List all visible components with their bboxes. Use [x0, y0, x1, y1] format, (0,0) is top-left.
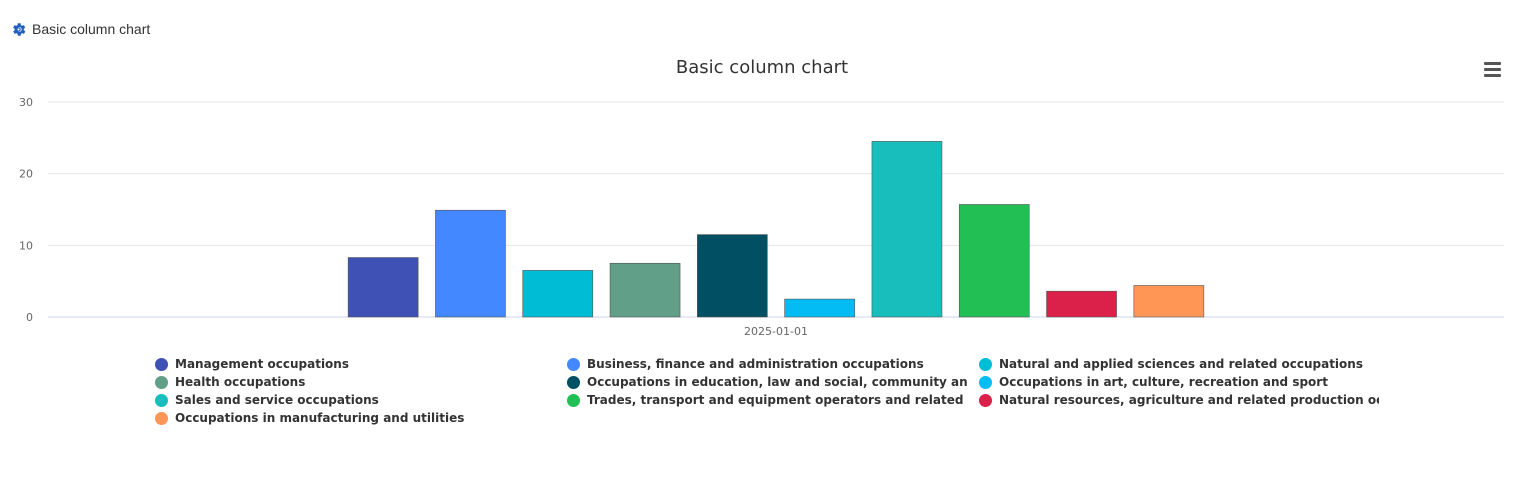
hamburger-menu-icon[interactable] — [1483, 62, 1503, 80]
legend-item[interactable]: Sales and service occupations — [155, 391, 567, 409]
bar-9[interactable] — [1046, 290, 1117, 318]
y-tick-label: 0 — [26, 311, 33, 324]
legend-label: Management occupations — [175, 357, 349, 371]
x-tick-label: 2025-01-01 — [744, 325, 808, 338]
legend-marker — [155, 411, 168, 425]
bar-7[interactable] — [871, 141, 943, 318]
bar-5[interactable] — [697, 234, 768, 318]
legend-label: Trades, transport and equipment operator… — [587, 393, 967, 407]
legend-marker — [155, 357, 168, 371]
legend-marker — [979, 393, 992, 407]
legend-marker — [155, 375, 168, 389]
legend-label: Occupations in education, law and social… — [587, 375, 967, 389]
legend-item[interactable]: Occupations in education, law and social… — [567, 373, 979, 391]
legend-label: Occupations in art, culture, recreation … — [999, 375, 1328, 389]
bar-3[interactable] — [522, 270, 594, 318]
legend-marker — [155, 393, 168, 407]
bar-4[interactable] — [609, 262, 681, 318]
y-tick-label: 10 — [19, 239, 33, 252]
legend-item[interactable]: Trades, transport and equipment operator… — [567, 391, 979, 409]
chart-title: Basic column chart — [676, 57, 848, 78]
legend-item[interactable]: Natural and applied sciences and related… — [979, 355, 1395, 373]
legend-item[interactable]: Occupations in art, culture, recreation … — [979, 373, 1395, 391]
bar-2[interactable] — [435, 209, 506, 318]
legend-item[interactable]: Occupations in manufacturing and utiliti… — [155, 409, 567, 427]
legend-label: Business, finance and administration occ… — [587, 357, 924, 371]
legend-label: Natural and applied sciences and related… — [999, 357, 1363, 371]
legend-label: Sales and service occupations — [175, 393, 379, 407]
legend-marker — [979, 375, 992, 389]
y-tick-label: 20 — [19, 168, 33, 181]
legend-label: Natural resources, agriculture and relat… — [999, 393, 1379, 407]
legend-label: Health occupations — [175, 375, 306, 389]
legend-marker — [567, 357, 580, 371]
y-tick-label: 30 — [19, 96, 33, 109]
card-header-title: Basic column chart — [32, 21, 151, 37]
bar-8[interactable] — [958, 204, 1030, 318]
legend-marker — [567, 375, 580, 389]
bar-6[interactable] — [784, 298, 855, 318]
legend-label: Occupations in manufacturing and utiliti… — [175, 411, 465, 425]
legend-item[interactable]: Natural resources, agriculture and relat… — [979, 391, 1395, 409]
legend-item[interactable]: Health occupations — [155, 373, 567, 391]
legend-marker — [979, 357, 992, 371]
legend-item[interactable]: Business, finance and administration occ… — [567, 355, 979, 373]
chart-legend: Management occupations Business, finance … — [155, 355, 1395, 427]
gear-icon[interactable] — [10, 21, 27, 38]
legend-marker — [567, 393, 580, 407]
bar-10[interactable] — [1133, 285, 1205, 318]
bar-1[interactable] — [347, 257, 419, 318]
column-chart: Basic column chart 0 10 20 30 2025-01-01 — [19, 57, 1504, 338]
card-header: Basic column chart — [10, 19, 150, 39]
legend-item[interactable]: Management occupations — [155, 355, 567, 373]
